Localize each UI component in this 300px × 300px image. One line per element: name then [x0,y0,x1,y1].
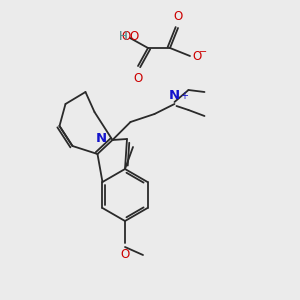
Text: N: N [169,89,180,102]
Text: H: H [119,31,128,44]
Text: O: O [129,31,138,44]
Text: +: + [181,91,188,101]
Text: O: O [120,248,130,261]
Text: H: H [119,31,128,44]
Text: O: O [173,10,183,23]
Text: N: N [95,133,106,146]
Text: −: − [199,47,207,57]
Text: O: O [122,31,131,44]
Text: O: O [134,72,142,85]
Text: O: O [192,50,201,62]
